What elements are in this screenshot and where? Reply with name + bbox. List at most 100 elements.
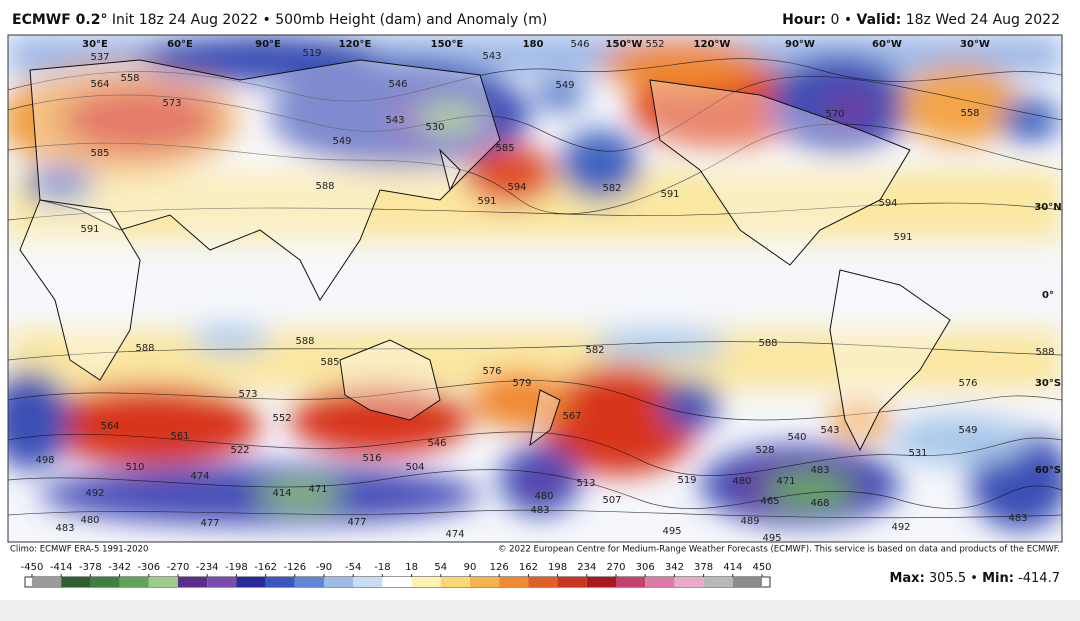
contour-label: 483 <box>530 505 549 516</box>
color-swatch <box>294 577 324 587</box>
anomaly-field <box>8 35 1062 530</box>
contour-label: 489 <box>740 516 759 527</box>
contour-label: 495 <box>762 533 781 544</box>
contour-label: 546 <box>388 79 407 90</box>
colorbar-tick-label: 90 <box>464 562 477 573</box>
climo: Climo: ECMWF ERA-5 1991-2020 <box>10 545 148 555</box>
product: 500mb Height (dam) and Anomaly (m) <box>275 12 547 28</box>
color-swatch <box>440 577 470 587</box>
contour-label: 483 <box>1008 513 1027 524</box>
contour-label: 471 <box>776 476 795 487</box>
color-swatch <box>32 577 62 587</box>
max: 305.5 <box>929 571 966 586</box>
sep: • <box>970 571 978 586</box>
color-swatch <box>557 577 587 587</box>
colorbar-tick-label: -90 <box>316 562 332 573</box>
sep: • <box>844 12 852 28</box>
model: ECMWF 0.2° <box>12 12 107 28</box>
colorbar-tick-label: -378 <box>79 562 102 573</box>
colorbar-tick-label: -54 <box>345 562 361 573</box>
contour-label: 588 <box>315 181 334 192</box>
colorbar-tick-label: -342 <box>108 562 131 573</box>
longitude-label: 90°W <box>785 39 815 50</box>
contour-label: 540 <box>787 432 806 443</box>
contour-label: 588 <box>1035 347 1054 358</box>
contour-label: 492 <box>891 522 910 533</box>
title: ECMWF 0.2° Init 18z 24 Aug 2022 • 500mb … <box>12 12 547 28</box>
contour-label: 576 <box>958 378 977 389</box>
colorbar-tick-label: -198 <box>225 562 248 573</box>
bottom-bar <box>0 600 1080 621</box>
colorbar-tick-label: 270 <box>606 562 625 573</box>
colorbar-tick-label: -450 <box>21 562 44 573</box>
longitude-label: 120°W <box>694 39 731 50</box>
contour-label: 519 <box>302 48 321 59</box>
contour-label: 546 <box>427 438 446 449</box>
contour-label: 564 <box>90 79 109 90</box>
latitude-label: 0° <box>1042 290 1054 301</box>
longitude-label: 150°W <box>606 39 643 50</box>
contour-label: 588 <box>295 336 314 347</box>
longitude-label: 60°E <box>167 39 193 50</box>
contour-label: 528 <box>755 445 774 456</box>
contour-label: 549 <box>332 136 351 147</box>
colorbar-tick-label: -126 <box>283 562 306 573</box>
longitude-label: 120°E <box>339 39 372 50</box>
colorbar-tick-label: 414 <box>723 562 742 573</box>
contour-label: 591 <box>660 189 679 200</box>
contours <box>8 58 1062 519</box>
max-label: Max: <box>889 571 924 586</box>
contour-label: 477 <box>347 517 366 528</box>
color-swatch <box>207 577 237 587</box>
contour-label: 480 <box>732 476 751 487</box>
colorbar-tick-label: -306 <box>137 562 160 573</box>
contour-label: 588 <box>135 343 154 354</box>
contour-label: 510 <box>125 462 144 473</box>
color-swatch <box>119 577 149 587</box>
colorbar-tick-label: 54 <box>434 562 447 573</box>
contour-label: 519 <box>677 475 696 486</box>
contour-label: 477 <box>200 518 219 529</box>
contour-label: 474 <box>190 471 209 482</box>
contour-label: 579 <box>512 378 531 389</box>
colorbar: -450 -414 -378 -342 -306 -270 -234 -198 -162 -126… <box>21 562 772 588</box>
stats: Max: 305.5 • Min: -414.7 <box>889 571 1060 586</box>
color-swatch <box>178 577 208 587</box>
color-swatch <box>732 577 762 587</box>
color-swatch <box>586 577 616 587</box>
color-swatch <box>703 577 733 587</box>
valid-label: Valid: <box>857 12 902 28</box>
min: -414.7 <box>1018 571 1060 586</box>
colorbar-tick-label: 126 <box>490 562 509 573</box>
contour-label: 531 <box>908 448 927 459</box>
contour-label: 558 <box>960 108 979 119</box>
contour-label: 507 <box>602 495 621 506</box>
contour-label: 585 <box>90 148 109 159</box>
contour-label: 549 <box>555 80 574 91</box>
header: ECMWF 0.2° Init 18z 24 Aug 2022 • 500mb … <box>12 12 1060 28</box>
contour-label: 498 <box>35 455 54 466</box>
map-frame <box>7 34 1063 543</box>
copyright: © 2022 European Centre for Medium-Range … <box>498 545 1060 555</box>
sep: • <box>262 12 270 28</box>
contour-label: 546 <box>570 39 589 50</box>
colorbar-tick-label: -414 <box>50 562 73 573</box>
color-swatch <box>265 577 295 587</box>
colorbar-tick-label: 378 <box>694 562 713 573</box>
contour-label: 530 <box>425 122 444 133</box>
contour-label: 543 <box>482 51 501 62</box>
color-swatch <box>470 577 500 587</box>
contour-label: 552 <box>272 413 291 424</box>
contour-label: 564 <box>100 421 119 432</box>
contour-label: 591 <box>80 224 99 235</box>
contour-label: 414 <box>272 488 291 499</box>
color-swatch <box>411 577 441 587</box>
contour-label: 558 <box>120 73 139 84</box>
colorbar-tick-label: 162 <box>519 562 538 573</box>
colorbar-tick-label: 306 <box>636 562 655 573</box>
contour-label: 522 <box>230 445 249 456</box>
contour-label: 588 <box>758 338 777 349</box>
map: 30°E 60°E 90°E 120°E 150°E 180 150°W 120°W 90°W 6… <box>8 35 1062 544</box>
contour-label: 567 <box>562 411 581 422</box>
